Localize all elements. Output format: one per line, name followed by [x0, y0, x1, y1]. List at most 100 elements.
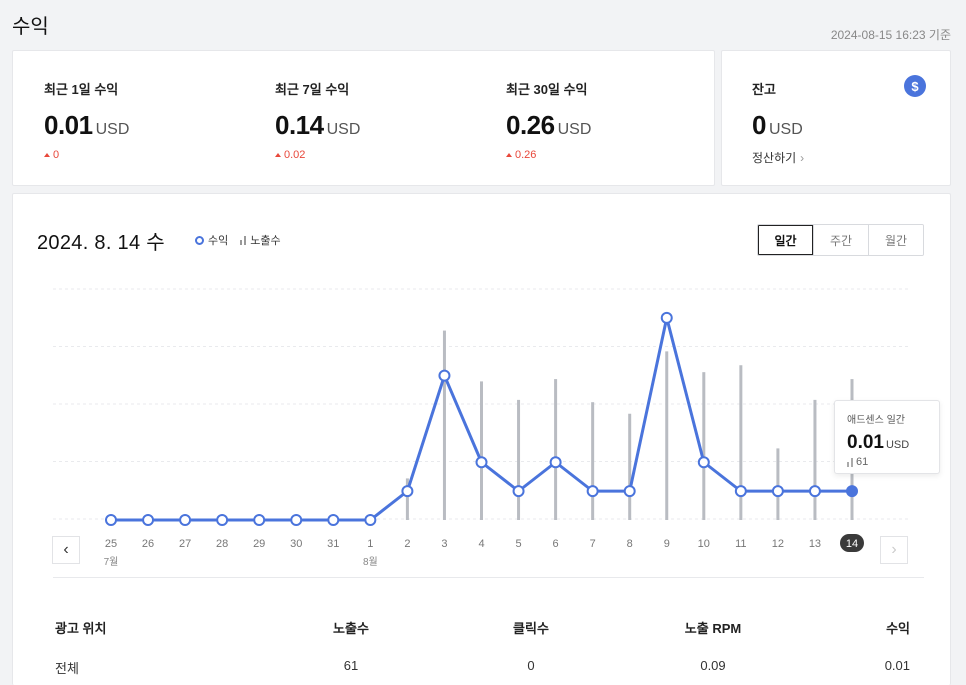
- stat-unit: USD: [326, 121, 361, 138]
- revenue-point: [327, 514, 340, 526]
- summary-card: 최근 1일 수익 0.01 USD 0 최근 7일 수익 0.14 USD 0.…: [12, 50, 715, 186]
- revenue-point: [660, 311, 673, 324]
- chevron-right-icon: ›: [800, 150, 805, 165]
- stat-label: 최근 7일 수익: [275, 82, 350, 97]
- divider: [53, 577, 924, 578]
- x-tick-label: 5: [515, 538, 521, 550]
- stat-label: 최근 30일 수익: [506, 82, 588, 97]
- stat-30day: 최근 30일 수익 0.26 USD 0.26: [506, 79, 591, 161]
- col-header: 노출 RPM: [684, 621, 742, 636]
- table-row: 전체 61 0 0.09 0.01: [53, 646, 910, 685]
- month-label: 7월: [104, 556, 119, 568]
- impression-bar: [813, 399, 817, 520]
- table-header: 광고 위치 노출수 클릭수 노출 RPM 수익: [53, 606, 910, 646]
- revenue-point: [846, 485, 858, 498]
- impression-bar: [480, 381, 483, 520]
- x-tick-label: 10: [698, 538, 710, 550]
- x-tick-label: 31: [327, 538, 339, 550]
- page-title: 수익: [12, 16, 49, 38]
- tab-daily[interactable]: 일간: [758, 225, 813, 255]
- up-triangle-icon: [275, 153, 281, 157]
- balance-label: 잔고: [752, 82, 776, 97]
- chart-legend: 수익 노출수: [195, 232, 281, 248]
- revenue-point: [216, 514, 229, 526]
- revenue-point: [142, 514, 155, 526]
- timestamp: 2024-08-15 16:23 기준: [830, 28, 951, 42]
- x-tick-label: 7: [590, 538, 596, 550]
- x-tick-label: 6: [553, 538, 559, 550]
- month-label: 8월: [363, 556, 378, 568]
- balance-value: 0: [752, 110, 766, 140]
- x-tick-label: 29: [253, 538, 265, 550]
- next-button[interactable]: ›: [880, 536, 908, 564]
- tab-monthly[interactable]: 월간: [868, 225, 923, 255]
- stat-change: 0.26: [506, 149, 591, 161]
- tab-weekly[interactable]: 주간: [813, 225, 868, 255]
- revenue-point: [771, 485, 784, 498]
- x-tick-label: 30: [290, 538, 302, 550]
- balance-stat: 잔고 0 USD 정산하기 ›: [752, 79, 804, 166]
- revenue-point: [549, 456, 562, 469]
- col-header: 클릭수: [513, 621, 549, 636]
- x-tick-label: 11: [735, 538, 746, 550]
- bars-icon: [847, 457, 853, 467]
- chart-card: 2024. 8. 14 수 수익 노출수 일간 주간 월간 25 26 27 28 29…: [12, 193, 951, 685]
- revenue-point: [401, 485, 414, 498]
- stat-unit: USD: [95, 121, 130, 138]
- selected-day-pill: [840, 534, 864, 552]
- stat-value: 0.01: [44, 110, 93, 140]
- x-tick-label: 2: [404, 538, 410, 550]
- table-cell: 0.01: [884, 658, 910, 673]
- x-tick-label: 4: [478, 538, 484, 550]
- x-tick-label: 26: [142, 538, 154, 550]
- impression-bar: [628, 413, 632, 520]
- revenue-point: [364, 514, 377, 526]
- period-tabs: 일간 주간 월간: [757, 224, 924, 256]
- revenue-point: [512, 485, 525, 498]
- stat-7day: 최근 7일 수익 0.14 USD 0.02: [275, 79, 360, 161]
- up-triangle-icon: [506, 153, 512, 157]
- impression-bar: [517, 399, 521, 520]
- table-cell: 전체: [55, 661, 79, 676]
- impression-bar: [739, 365, 743, 520]
- placement-table: 광고 위치 노출수 클릭수 노출 RPM 수익 전체 61 0 0.09 0.0…: [53, 606, 910, 685]
- chart-tooltip: 애드센스 일간 0.01 USD 61: [834, 400, 940, 474]
- legend-impressions: 노출수: [240, 232, 281, 248]
- revenue-point: [586, 485, 599, 498]
- chart-date-title: 2024. 8. 14 수: [37, 232, 165, 254]
- revenue-point: [808, 485, 821, 498]
- table-cell: 0.09: [700, 658, 726, 673]
- x-tick-label: 1: [367, 538, 373, 550]
- bars-icon: [240, 235, 247, 245]
- x-tick-label: 13: [809, 538, 821, 550]
- balance-card: 잔고 0 USD 정산하기 › $: [721, 50, 951, 186]
- table-cell: 61: [343, 658, 359, 673]
- revenue-point: [438, 369, 451, 382]
- impression-bar: [405, 478, 409, 520]
- revenue-point: [697, 456, 710, 469]
- dollar-icon: $: [904, 75, 926, 97]
- circle-icon: [195, 235, 204, 245]
- col-header: 광고 위치: [55, 621, 107, 636]
- impression-bar: [665, 351, 669, 520]
- stat-label: 최근 1일 수익: [44, 82, 119, 97]
- revenue-point: [623, 485, 636, 498]
- revenue-point: [734, 485, 747, 498]
- impression-bar: [776, 448, 780, 520]
- x-tick-label: 9: [664, 538, 670, 550]
- legend-revenue: 수익: [195, 232, 228, 248]
- revenue-point: [105, 514, 117, 526]
- stat-value: 0.14: [275, 110, 324, 140]
- impression-bar: [442, 330, 446, 520]
- x-tick-label: 12: [772, 538, 784, 550]
- impression-bar: [702, 372, 706, 520]
- stat-unit: USD: [557, 121, 592, 138]
- impression-bar: [591, 402, 595, 520]
- settle-link[interactable]: 정산하기 ›: [752, 150, 805, 166]
- revenue-point: [475, 456, 488, 469]
- x-tick-label: 25: [105, 538, 117, 550]
- prev-button[interactable]: ‹: [52, 536, 80, 564]
- stat-change: 0.02: [275, 149, 360, 161]
- col-header: 수익: [886, 621, 910, 636]
